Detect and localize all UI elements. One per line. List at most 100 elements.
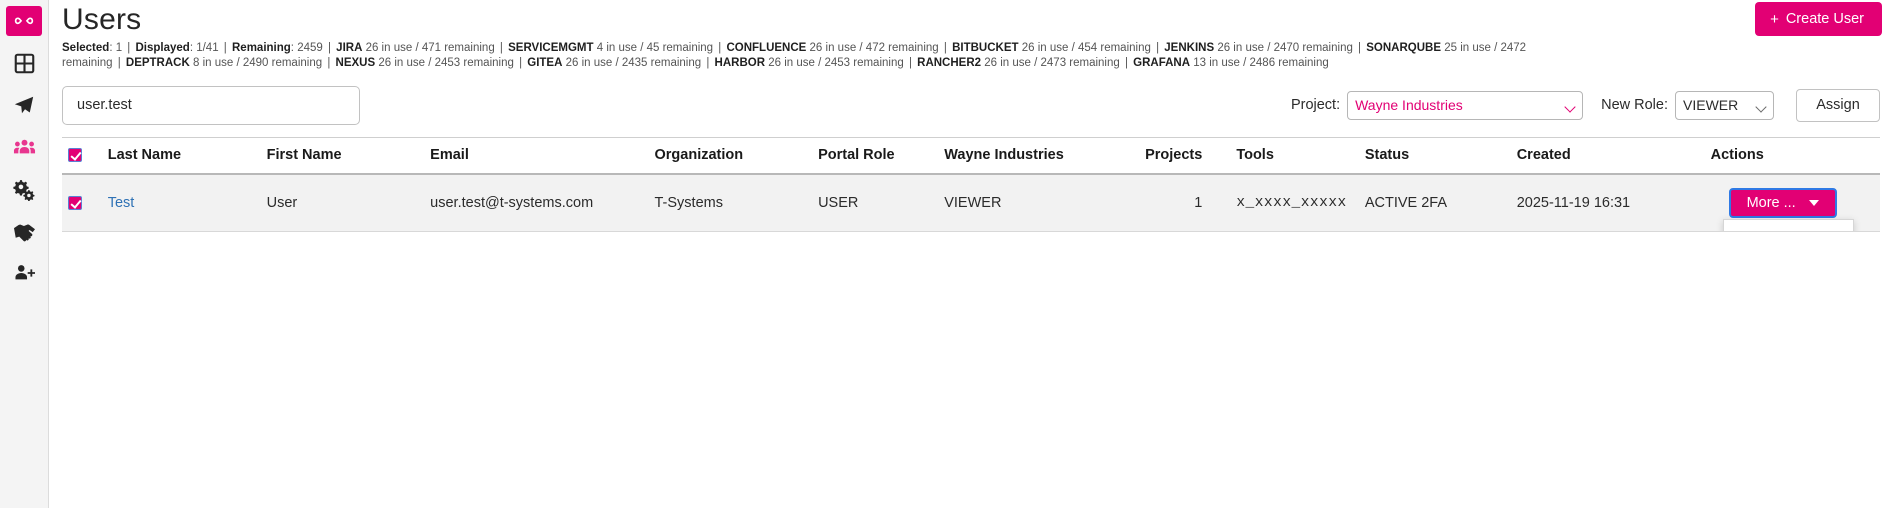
quota-tool-name: HARBOR <box>714 57 766 69</box>
quota-separator: | <box>1354 42 1365 54</box>
handshake-icon <box>13 221 36 242</box>
project-select[interactable]: Wayne Industries <box>1347 90 1584 120</box>
quota-status-strip: Selected: 1 | Displayed: 1/41 | Remainin… <box>62 42 1527 69</box>
quota-tool-name: RANCHER2 <box>917 57 982 69</box>
cell-wayne-industries: VIEWER <box>938 174 1114 232</box>
search-input[interactable] <box>62 85 360 125</box>
create-user-button[interactable]: + Create User <box>1755 2 1882 36</box>
table-row: Test User user.test@t-systems.com T-Syst… <box>62 174 1880 232</box>
column-header-projects[interactable]: Projects <box>1113 137 1231 175</box>
column-header-wayne-industries[interactable]: Wayne Industries <box>938 137 1114 175</box>
quota-tool-detail: 8 in use / 2490 remaining <box>189 57 323 69</box>
column-header-email[interactable]: Email <box>424 137 649 175</box>
cell-status: ACTIVE 2FA <box>1358 174 1511 232</box>
new-role-select[interactable]: VIEWER <box>1675 90 1774 120</box>
column-header-actions: Actions <box>1704 137 1880 175</box>
quota-tool-name: JIRA <box>336 42 363 54</box>
quota-separator: | <box>324 42 335 54</box>
quota-separator: | <box>905 57 916 69</box>
quota-tool-detail: 26 in use / 2473 remaining <box>981 57 1120 69</box>
project-label: Project: <box>1290 97 1341 113</box>
users-table-wrap: Last Name First Name Email Organization … <box>62 137 1880 232</box>
sidebar-item-paper-plane[interactable] <box>6 90 42 120</box>
selected-label: Selected <box>62 42 110 54</box>
table-body: Test User user.test@t-systems.com T-Syst… <box>62 174 1880 232</box>
page-title: Users <box>62 3 142 36</box>
quota-separator: | <box>703 57 713 69</box>
main-content: Users + Create User Selected: 1 | Displa… <box>49 0 1892 508</box>
quota-tool-name: SERVICEMGMT <box>508 42 594 54</box>
displayed-label: Displayed <box>135 42 190 54</box>
create-user-label: Create User <box>1785 11 1864 27</box>
select-all-checkbox[interactable] <box>68 148 82 163</box>
quota-tool-name: JENKINS <box>1164 42 1215 54</box>
column-header-tools[interactable]: Tools <box>1230 137 1359 175</box>
more-actions-menu: Manage RolesLockUnlockReset 2FADeleteRei… <box>1722 219 1854 231</box>
sidebar-item-infinity-logo[interactable] <box>6 6 42 36</box>
remaining-label: Remaining <box>232 42 291 54</box>
column-header-first-name[interactable]: First Name <box>260 137 425 175</box>
quota-tool-name: NEXUS <box>335 57 376 69</box>
displayed-value: 1/41 <box>196 42 219 54</box>
quota-tool-detail: 26 in use / 472 remaining <box>806 42 939 54</box>
quota-tool-detail: 26 in use / 454 remaining <box>1018 42 1151 54</box>
column-header-status[interactable]: Status <box>1358 137 1511 175</box>
select-all-header <box>62 137 102 175</box>
more-actions-label: More ... <box>1746 195 1796 211</box>
quota-separator: | <box>496 42 507 54</box>
chevron-down-icon <box>1808 200 1819 206</box>
quota-tool-name: DEPTRACK <box>125 57 190 69</box>
selected-value: 1 <box>115 42 123 54</box>
table-header: Last Name First Name Email Organization … <box>62 137 1880 175</box>
users-table: Last Name First Name Email Organization … <box>62 137 1880 232</box>
toolbar-right-group: Project: Wayne Industries New Role: VIEW… <box>1290 88 1880 122</box>
quota-separator: | <box>1152 42 1163 54</box>
sidebar-item-settings[interactable] <box>6 174 42 204</box>
sidebar-item-grid[interactable] <box>6 48 42 78</box>
project-select-wrap: Wayne Industries <box>1347 90 1584 120</box>
menu-item-manage-roles[interactable]: Manage Roles <box>1724 226 1853 231</box>
quota-tool-detail: 26 in use / 471 remaining <box>362 42 495 54</box>
quota-tool-detail: 13 in use / 2486 remaining <box>1190 57 1329 69</box>
cell-portal-role: USER <box>812 174 939 232</box>
column-header-portal-role[interactable]: Portal Role <box>812 137 939 175</box>
more-actions-button[interactable]: More ... <box>1728 188 1837 218</box>
toolbar: Project: Wayne Industries New Role: VIEW… <box>62 85 1880 125</box>
new-role-select-wrap: VIEWER <box>1675 90 1774 120</box>
add-user-icon <box>13 262 35 284</box>
quota-tool-name: SONARQUBE <box>1366 42 1442 54</box>
row-select-cell <box>62 174 102 232</box>
row-checkbox[interactable] <box>68 196 82 211</box>
cell-email: user.test@t-systems.com <box>424 174 649 232</box>
users-group-icon <box>13 136 36 159</box>
infinity-logo-icon <box>13 10 35 32</box>
quota-separator: | <box>515 57 526 69</box>
quota-tool-name: CONFLUENCE <box>726 42 807 54</box>
table-header-row: Last Name First Name Email Organization … <box>62 137 1880 175</box>
quota-separator: | <box>940 42 951 54</box>
sidebar-item-users[interactable] <box>6 132 42 162</box>
quota-tool-detail: 26 in use / 2453 remaining <box>375 57 514 69</box>
sidebar-item-partners[interactable] <box>6 216 42 246</box>
sidebar-item-add-user[interactable] <box>6 258 42 288</box>
assign-button[interactable]: Assign <box>1796 88 1880 122</box>
plus-icon: + <box>1770 10 1779 28</box>
remaining-value: 2459 <box>297 42 323 54</box>
gears-icon <box>12 178 36 201</box>
quota-separator: | <box>324 57 334 69</box>
quota-separator: | <box>114 57 124 69</box>
quota-tool-detail: 4 in use / 45 remaining <box>593 42 714 54</box>
column-header-last-name[interactable]: Last Name <box>101 137 261 175</box>
cell-actions: More ... Manage RolesLockUnlockReset 2FA… <box>1704 174 1880 232</box>
cell-organization: T-Systems <box>648 174 813 232</box>
sidebar <box>0 0 49 508</box>
column-header-created[interactable]: Created <box>1510 137 1705 175</box>
column-header-organization[interactable]: Organization <box>648 137 813 175</box>
quota-tool-name: GITEA <box>527 57 563 69</box>
cell-tools: x_xxxx_xxxxx <box>1230 174 1359 232</box>
user-detail-link[interactable]: Test <box>107 195 135 211</box>
quota-tool-name: BITBUCKET <box>952 42 1019 54</box>
quota-tool-detail: 26 in use / 2435 remaining <box>562 57 702 69</box>
quota-tool-name: GRAFANA <box>1133 57 1191 69</box>
